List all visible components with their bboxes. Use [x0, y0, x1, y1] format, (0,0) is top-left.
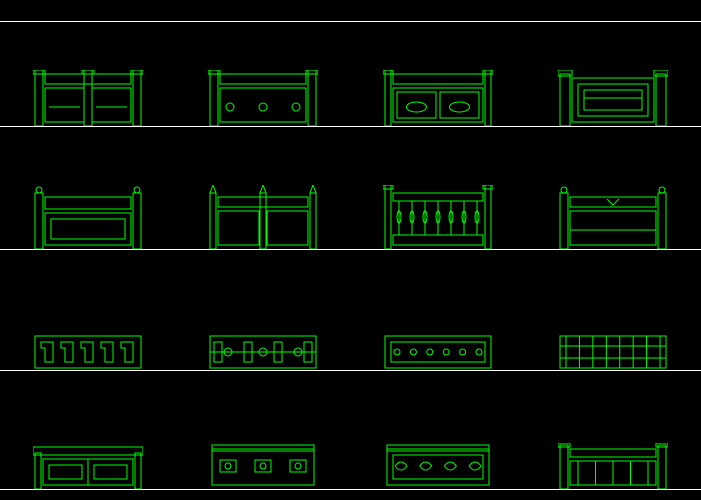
- grid-line: [0, 370, 701, 371]
- grid-line: [0, 126, 701, 127]
- railing-elevation-r4c: [368, 443, 508, 489]
- grid-line: [0, 249, 701, 250]
- railing-elevation-r3b: [193, 334, 333, 370]
- drawing-row: [0, 70, 701, 126]
- drawing-row: [0, 334, 701, 370]
- railing-elevation-r4a: [18, 443, 158, 489]
- railing-elevation-r4b: [193, 443, 333, 489]
- railing-elevation-r2b: [193, 185, 333, 249]
- railing-elevation-r3c: [368, 334, 508, 370]
- grid-line: [0, 21, 701, 22]
- railing-elevation-r1d: [543, 70, 683, 126]
- railing-elevation-r2c: [368, 185, 508, 249]
- railing-elevation-r4d: [543, 443, 683, 489]
- railing-elevation-r2d: [543, 185, 683, 249]
- railing-elevation-r2a: [18, 185, 158, 249]
- drawing-row: [0, 185, 701, 249]
- drawing-row: [0, 443, 701, 489]
- railing-elevation-r1b: [193, 70, 333, 126]
- railing-elevation-r3a: [18, 334, 158, 370]
- railing-elevation-r3d: [543, 334, 683, 370]
- grid-line: [0, 489, 701, 490]
- railing-elevation-r1a: [18, 70, 158, 126]
- railing-elevation-r1c: [368, 70, 508, 126]
